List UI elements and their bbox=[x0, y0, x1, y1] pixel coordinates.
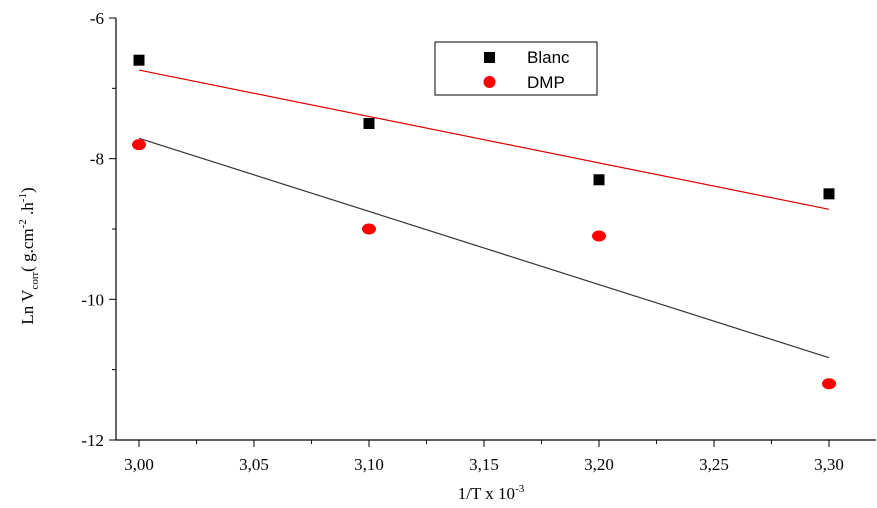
legend-box bbox=[434, 41, 598, 96]
point-blanc bbox=[593, 174, 605, 186]
y-tick-label: -8 bbox=[90, 150, 104, 169]
legend-label-blanc: Blanc bbox=[527, 48, 570, 67]
fit-lines bbox=[138, 69, 830, 359]
legend-marker-blanc bbox=[484, 52, 495, 63]
y-axis-title: Ln Vcorr( g.cm-2 .h-1) bbox=[17, 187, 41, 324]
x-tick-label: 3,10 bbox=[354, 455, 384, 474]
fit-line-blanc bbox=[138, 69, 830, 210]
x-tick-label: 3,15 bbox=[469, 455, 499, 474]
x-axis-title: 1/T x 10-3 bbox=[458, 483, 525, 503]
data-points bbox=[132, 54, 836, 390]
x-tick-label: 3,00 bbox=[124, 455, 154, 474]
y-tick-label: -6 bbox=[90, 9, 104, 28]
x-tick-label: 3,25 bbox=[699, 455, 729, 474]
x-tick-label: 3,20 bbox=[584, 455, 614, 474]
x-tick-label: 3,05 bbox=[239, 455, 269, 474]
point-dmp bbox=[132, 139, 146, 151]
point-dmp bbox=[822, 378, 836, 390]
axes: 3,00 3,05 3,10 3,15 3,20 3,25 3,30 -6 -8 -10 -12 bbox=[81, 9, 876, 474]
legend: Blanc DMP bbox=[434, 41, 598, 96]
fit-line-dmp bbox=[138, 137, 830, 359]
legend-label-dmp: DMP bbox=[527, 73, 565, 92]
x-tick-label: 3,30 bbox=[814, 455, 844, 474]
point-blanc bbox=[133, 54, 145, 66]
point-dmp bbox=[362, 223, 376, 235]
point-dmp bbox=[592, 230, 606, 242]
point-blanc bbox=[823, 188, 835, 200]
point-blanc bbox=[363, 118, 375, 129]
y-tick-label: -10 bbox=[81, 290, 104, 309]
y-tick-label: -12 bbox=[81, 431, 104, 450]
legend-marker-dmp bbox=[483, 76, 496, 88]
